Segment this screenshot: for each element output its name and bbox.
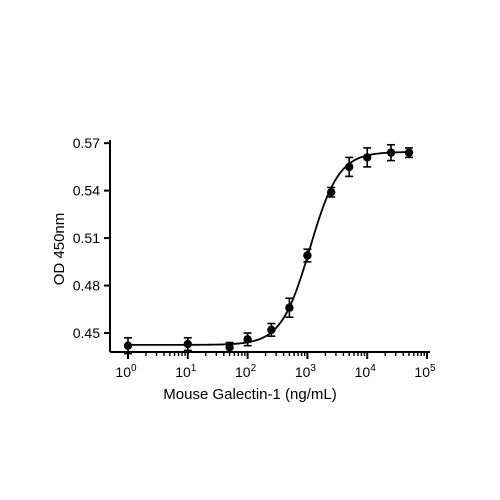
x-tick-label-2: 102 bbox=[235, 363, 257, 380]
data-point-5 bbox=[285, 297, 294, 318]
data-point-11 bbox=[404, 147, 414, 159]
x-tick-label-1: 101 bbox=[175, 363, 197, 380]
point-marker bbox=[326, 188, 336, 197]
y-axis: 0.45 0.48 0.51 0.54 0.57 bbox=[73, 135, 111, 352]
data-point-1 bbox=[183, 336, 192, 352]
data-point-6 bbox=[303, 248, 312, 263]
y-tick-label-0: 0.45 bbox=[73, 325, 100, 341]
x-tick-label-4: 104 bbox=[355, 363, 377, 380]
point-marker bbox=[404, 148, 414, 157]
y-tick-label-3: 0.54 bbox=[73, 183, 100, 199]
data-point-9 bbox=[363, 147, 372, 168]
x-axis: 100 101 102 103 104 105 bbox=[110, 351, 436, 380]
point-marker bbox=[285, 303, 294, 312]
point-marker bbox=[183, 339, 192, 349]
point-marker bbox=[386, 148, 396, 157]
x-tick-label-5: 105 bbox=[414, 363, 436, 380]
point-marker bbox=[123, 341, 133, 350]
x-tick-label-3: 103 bbox=[295, 363, 317, 380]
point-marker bbox=[267, 325, 276, 335]
point-marker bbox=[243, 335, 252, 344]
point-marker bbox=[303, 251, 312, 260]
y-tick-label-4: 0.57 bbox=[73, 135, 100, 151]
point-marker bbox=[225, 343, 234, 352]
y-axis-label: OD 450nm bbox=[51, 213, 68, 286]
x-axis-label: Mouse Galectin-1 (ng/mL) bbox=[163, 386, 336, 403]
point-marker bbox=[363, 153, 372, 162]
data-point-10 bbox=[386, 143, 396, 162]
fit-curve bbox=[128, 151, 411, 346]
y-tick-label-1: 0.48 bbox=[73, 278, 100, 294]
data-point-7 bbox=[326, 186, 336, 198]
data-point-2 bbox=[225, 341, 234, 353]
data-point-3 bbox=[243, 332, 252, 347]
point-marker bbox=[344, 162, 354, 172]
y-tick-label-2: 0.51 bbox=[73, 230, 100, 246]
data-point-8 bbox=[344, 156, 354, 178]
data-points bbox=[123, 143, 414, 355]
x-tick-label-0: 100 bbox=[115, 363, 137, 380]
data-point-4 bbox=[267, 322, 276, 337]
data-point-0 bbox=[123, 336, 133, 355]
